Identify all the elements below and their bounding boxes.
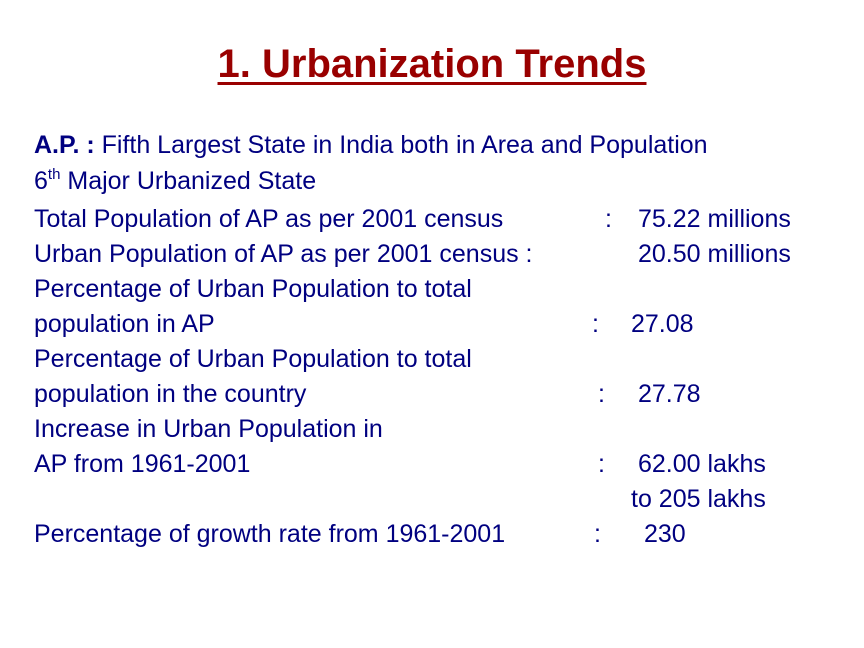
stat-growth-rate-value: 230 <box>644 520 686 548</box>
rank-line: 6th Major Urbanized State <box>34 166 316 196</box>
stat-urban-increase-value-line1: 62.00 lakhs <box>638 450 766 478</box>
intro-line: A.P. : Fifth Largest State in India both… <box>34 130 708 160</box>
rank-suffix: th <box>47 166 61 183</box>
stat-total-population-value: 75.22 millions <box>638 205 791 233</box>
stat-total-population-colon: : <box>605 205 612 233</box>
stat-urban-pct-ap-value: 27.08 <box>631 310 694 338</box>
stat-urban-increase-label-line2: AP from 1961-2001 <box>34 450 251 478</box>
stat-urban-pct-country-label-line1: Percentage of Urban Population to total <box>34 345 472 373</box>
rank-text: Major Urbanized State <box>60 167 317 195</box>
intro-text: Fifth Largest State in India both in Are… <box>94 131 708 159</box>
stat-urban-population-value: 20.50 millions <box>638 240 791 268</box>
stat-urban-population-label: Urban Population of AP as per 2001 censu… <box>34 240 533 268</box>
stat-total-population-label: Total Population of AP as per 2001 censu… <box>34 205 504 233</box>
stat-urban-increase-label-line1: Increase in Urban Population in <box>34 415 383 443</box>
stat-urban-pct-ap-label-line1: Percentage of Urban Population to total <box>34 275 472 303</box>
slide-title: 1. Urbanization Trends <box>217 42 647 86</box>
stat-urban-pct-country-value: 27.78 <box>638 380 701 408</box>
stat-urban-increase-colon: : <box>598 450 605 478</box>
intro-lead: A.P. : <box>34 131 95 159</box>
stat-growth-rate-colon: : <box>594 520 601 548</box>
stat-urban-increase-value-line2: to 205 lakhs <box>631 485 766 513</box>
rank-number: 6 <box>34 167 48 195</box>
stat-urban-pct-country-label-line2: population in the country <box>34 380 307 408</box>
stat-urban-pct-ap-label-line2: population in AP <box>34 310 215 338</box>
stat-urban-pct-country-colon: : <box>598 380 605 408</box>
stat-urban-pct-ap-colon: : <box>592 310 599 338</box>
stat-growth-rate-label: Percentage of growth rate from 1961-2001 <box>34 520 506 548</box>
